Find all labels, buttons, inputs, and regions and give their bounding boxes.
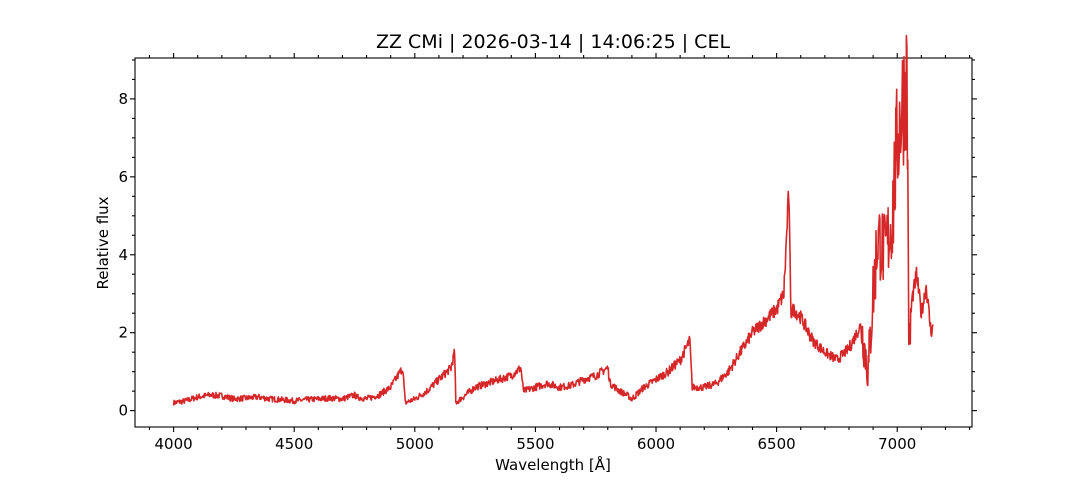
x-axis-label: Wavelength [Å]: [495, 455, 611, 474]
x-axis: 4000 4500 5000 5500 6000 6500 7000: [148, 53, 971, 453]
x-tick-label: 7000: [878, 435, 916, 453]
y-tick-label: 2: [118, 324, 128, 342]
chart-title: ZZ CMi | 2026-03-14 | 14:06:25 | CEL: [376, 31, 730, 53]
x-tick-label: 6000: [637, 435, 675, 453]
x-tick-label: 5000: [396, 435, 434, 453]
y-tick-label: 8: [118, 90, 128, 108]
plot-area: [134, 34, 973, 428]
x-tick-label: 4000: [154, 435, 192, 453]
y-axis-label: Relative flux: [94, 196, 112, 289]
y-tick-label: 4: [118, 246, 128, 264]
x-tick-label: 6500: [758, 435, 796, 453]
plot-frame: [134, 57, 973, 428]
y-tick-label: 0: [118, 402, 128, 420]
y-axis: 0 2 4 6 8: [118, 59, 977, 420]
spectrum-line: [172, 34, 934, 406]
x-tick-label: 5500: [516, 435, 554, 453]
y-tick-label: 6: [118, 168, 128, 186]
x-tick-label: 4500: [275, 435, 313, 453]
